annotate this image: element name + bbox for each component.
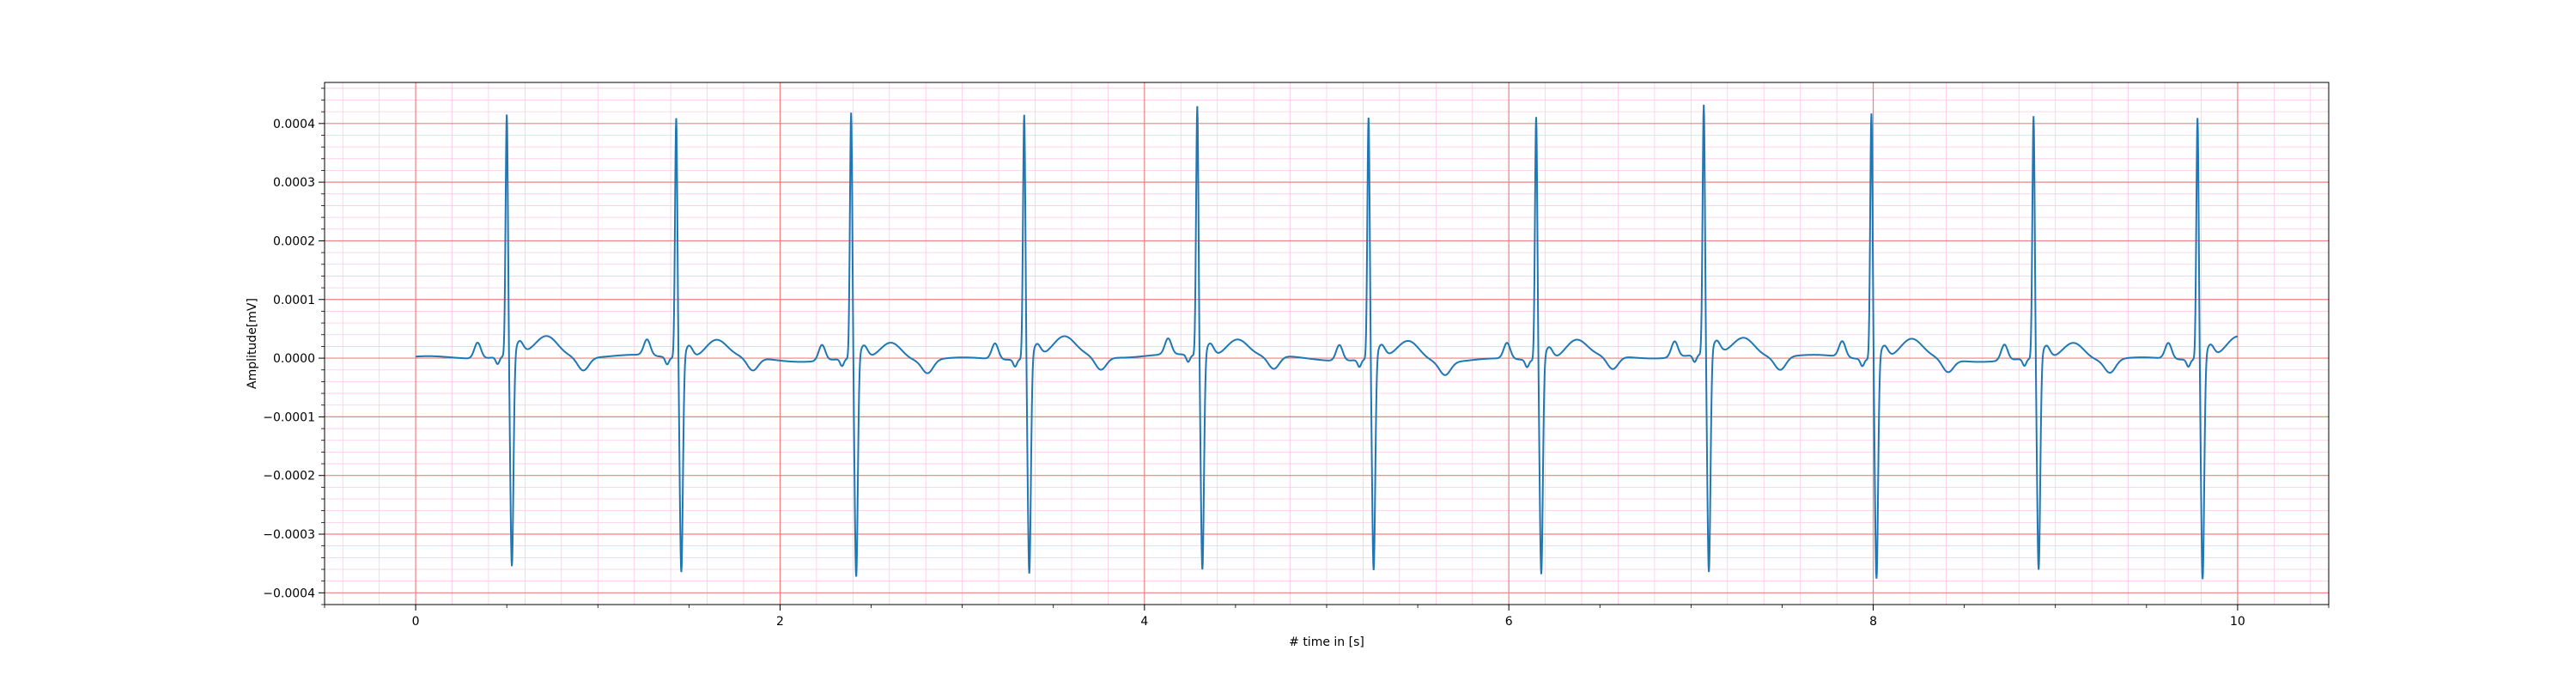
x-tick-label: 0 (412, 615, 420, 629)
x-tick-label: 6 (1505, 615, 1513, 629)
y-tick-label: 0.0002 (273, 234, 315, 248)
y-tick-label: 0.0004 (273, 118, 315, 131)
y-axis: −0.0004 −0.0003 −0.0002 −0.0001 0.0000 0.0001… (263, 88, 325, 605)
y-tick-label: 0.0003 (273, 176, 315, 190)
y-tick-label: 0.0000 (273, 352, 315, 366)
x-tick-label: 10 (2230, 615, 2245, 629)
x-tick-label: 8 (1869, 615, 1877, 629)
plot-area (324, 82, 2330, 605)
y-tick-label: 0.0001 (273, 294, 315, 307)
y-tick-label: −0.0001 (263, 410, 315, 424)
y-tick-label: −0.0002 (263, 470, 315, 483)
y-tick-label: −0.0004 (263, 587, 315, 600)
major-grid (325, 82, 2329, 605)
x-tick-label: 4 (1140, 615, 1148, 629)
x-axis: 0 2 4 6 8 10 (324, 605, 2330, 629)
minor-grid (325, 82, 2329, 605)
y-tick-label: −0.0003 (263, 528, 315, 542)
series-line-ecg (416, 104, 2239, 580)
x-tick-label: 2 (776, 615, 784, 629)
y-axis-label: Amplitude[mV] (246, 298, 259, 389)
x-axis-label: # time in [s] (1289, 635, 1364, 649)
